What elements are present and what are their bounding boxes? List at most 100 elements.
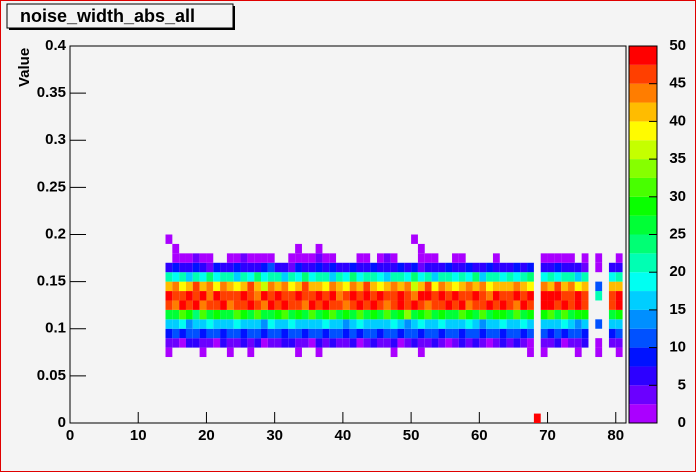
cell (547, 309, 555, 320)
cell (267, 328, 275, 339)
cell (513, 309, 521, 320)
cell (568, 272, 575, 282)
cell (581, 281, 589, 292)
palette-band (629, 46, 657, 65)
cell (240, 272, 248, 282)
cell (568, 328, 575, 339)
cell (363, 319, 371, 329)
cell (424, 262, 432, 273)
x-tick-label: 60 (471, 427, 488, 444)
cell (356, 253, 364, 263)
cell (274, 262, 282, 273)
cell (356, 300, 364, 310)
cell (397, 281, 405, 292)
cell (172, 281, 180, 292)
cell (192, 300, 200, 310)
cell (295, 309, 302, 320)
cell (336, 291, 343, 301)
cell (213, 319, 221, 329)
cell (370, 319, 377, 329)
cell (322, 328, 330, 339)
cell (301, 328, 309, 339)
cell (288, 338, 296, 348)
cell (315, 319, 323, 329)
cell (370, 309, 377, 320)
cell (397, 272, 405, 282)
cell (356, 338, 364, 348)
cell (458, 328, 466, 339)
cell (179, 300, 186, 310)
cell (322, 309, 330, 320)
cell (431, 300, 439, 310)
cell (308, 309, 316, 320)
cell (233, 281, 241, 292)
cell (547, 281, 555, 292)
cell (574, 300, 582, 310)
cell (554, 253, 562, 263)
palette-band (629, 272, 657, 292)
cell (322, 281, 330, 292)
cell (465, 281, 473, 292)
cell (411, 319, 418, 329)
cell (329, 281, 337, 292)
cell (165, 272, 173, 282)
cell (513, 328, 521, 339)
cell (165, 328, 173, 339)
cell (247, 309, 255, 320)
cell (315, 291, 323, 301)
cell (486, 291, 493, 301)
cell (424, 309, 432, 320)
cell (247, 262, 255, 273)
cell (261, 319, 268, 329)
cell (452, 281, 459, 292)
cell (561, 300, 569, 310)
title-box (6, 3, 234, 29)
cell (492, 309, 500, 320)
cell (308, 328, 316, 339)
cell (199, 253, 207, 263)
cell (226, 338, 234, 348)
cell (547, 338, 555, 348)
cell (527, 272, 534, 282)
cell (226, 319, 234, 329)
cell (513, 300, 521, 310)
cell (492, 319, 500, 329)
cell (465, 328, 473, 339)
cell (220, 262, 227, 273)
cell (213, 328, 221, 339)
cell (274, 281, 282, 292)
cell (615, 328, 623, 339)
cell (247, 300, 255, 310)
cell (295, 300, 302, 310)
chart-title: noise_width_abs_all (20, 6, 195, 26)
cell (185, 319, 193, 329)
cell (486, 300, 493, 310)
cell (540, 319, 548, 329)
cell (397, 300, 405, 310)
cell (574, 309, 582, 320)
cell (445, 300, 453, 310)
cell (595, 338, 603, 348)
cell (356, 319, 364, 329)
cell (411, 338, 418, 348)
cell (533, 413, 541, 423)
cell (199, 319, 207, 329)
palette-band (629, 83, 657, 103)
cell (233, 291, 241, 301)
cell (397, 319, 405, 329)
cell (267, 281, 275, 292)
cell (376, 281, 384, 292)
cell (376, 272, 384, 282)
cell (233, 319, 241, 329)
cell (254, 309, 262, 320)
cell (301, 338, 309, 348)
cell (179, 291, 186, 301)
cell (322, 262, 330, 273)
cell (165, 347, 173, 358)
palette-band (629, 328, 657, 348)
cell (254, 338, 262, 348)
cell (513, 319, 521, 329)
cell (513, 262, 521, 273)
cell (363, 309, 371, 320)
cell (261, 272, 268, 282)
